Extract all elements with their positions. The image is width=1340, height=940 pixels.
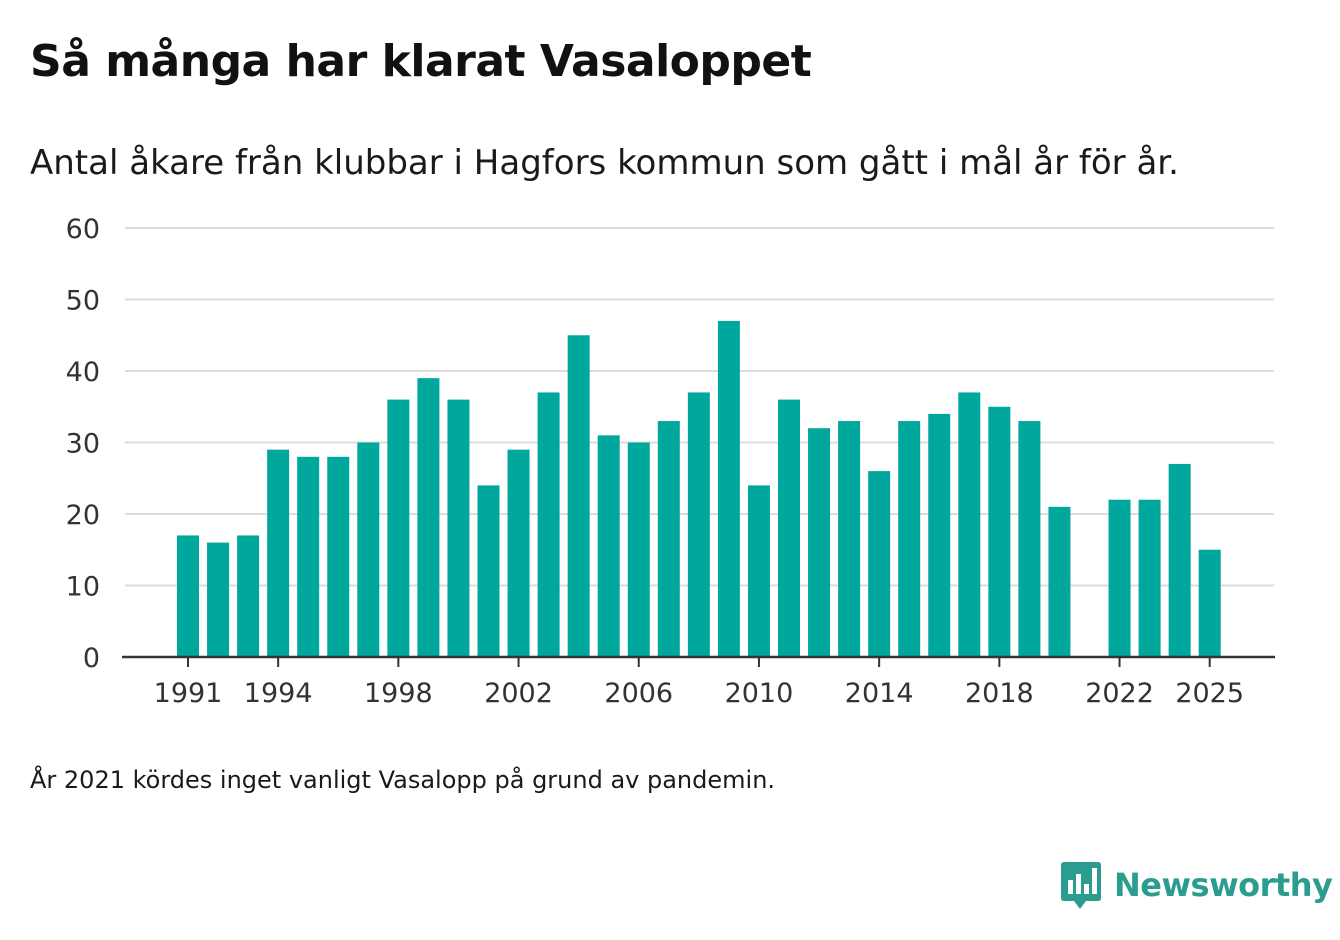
bar-2010[interactable]	[747, 485, 770, 657]
chart-title: Så många har klarat Vasaloppet	[30, 36, 812, 87]
x-tick-label: 2010	[725, 678, 794, 709]
bar-1993[interactable]	[237, 535, 260, 657]
y-tick-label: 50	[66, 286, 100, 317]
y-tick-label: 60	[66, 214, 100, 245]
bar-chart: 0 10 20 30 40 50 60 1991 1994 1998 2002 2006 2010 201…	[66, 214, 1275, 709]
bar-2005[interactable]	[597, 435, 620, 657]
bar-2025[interactable]	[1198, 549, 1221, 657]
bar-1999[interactable]	[417, 378, 440, 657]
bar-2007[interactable]	[657, 421, 680, 657]
y-tick-label: 10	[66, 572, 100, 603]
bar-2016[interactable]	[928, 413, 951, 657]
bar-2012[interactable]	[808, 428, 831, 657]
x-tick-label: 2014	[845, 678, 914, 709]
bar-2003[interactable]	[537, 392, 560, 657]
newsworthy-brand[interactable]: Newsworthy	[1060, 860, 1333, 910]
x-tick-label: 2002	[484, 678, 553, 709]
bar-2019[interactable]	[1018, 421, 1041, 657]
chart-footnote: År 2021 kördes inget vanligt Vasalopp på…	[30, 766, 776, 794]
bar-1998[interactable]	[387, 399, 410, 657]
bar-2014[interactable]	[868, 471, 891, 657]
x-tick-label: 2018	[965, 678, 1034, 709]
bar-2009[interactable]	[717, 320, 740, 657]
bar-2013[interactable]	[838, 421, 861, 657]
chart-subtitle: Antal åkare från klubbar i Hagfors kommu…	[30, 143, 1179, 183]
bar-2018[interactable]	[988, 406, 1011, 657]
bar-1997[interactable]	[357, 442, 380, 658]
brand-name: Newsworthy	[1114, 866, 1333, 904]
bar-2006[interactable]	[627, 442, 650, 658]
bar-2022[interactable]	[1108, 499, 1131, 657]
x-tick-label: 1994	[244, 678, 313, 709]
axes: 0 10 20 30 40 50 60 1991 1994 1998 2002 2006 2010 201…	[66, 214, 1275, 709]
y-tick-label: 30	[66, 429, 100, 460]
bar-2008[interactable]	[687, 392, 710, 657]
bar-1996[interactable]	[327, 456, 350, 657]
x-tick-label: 2025	[1175, 678, 1244, 709]
x-tick-label: 2022	[1085, 678, 1154, 709]
bar-1992[interactable]	[207, 542, 230, 657]
bar-2000[interactable]	[447, 399, 470, 657]
bar-2024[interactable]	[1168, 463, 1191, 657]
x-tick-label: 1991	[154, 678, 223, 709]
x-tick-label: 1998	[364, 678, 433, 709]
bar-1994[interactable]	[267, 449, 290, 657]
bar-2004[interactable]	[567, 335, 590, 657]
bar-2001[interactable]	[477, 485, 500, 657]
bar-2020[interactable]	[1048, 506, 1071, 657]
y-tick-label: 0	[83, 643, 100, 674]
bar-1995[interactable]	[297, 456, 320, 657]
bar-2002[interactable]	[507, 449, 530, 657]
newsworthy-logo-icon	[1061, 862, 1101, 909]
bars	[177, 320, 1221, 658]
bar-2015[interactable]	[898, 421, 921, 657]
bar-2023[interactable]	[1138, 499, 1161, 657]
y-tick-label: 20	[66, 500, 100, 531]
y-tick-label: 40	[66, 357, 100, 388]
bar-1991[interactable]	[177, 535, 199, 657]
x-tick-label: 2006	[604, 678, 673, 709]
bar-2011[interactable]	[778, 399, 800, 657]
bar-2017[interactable]	[958, 392, 981, 657]
